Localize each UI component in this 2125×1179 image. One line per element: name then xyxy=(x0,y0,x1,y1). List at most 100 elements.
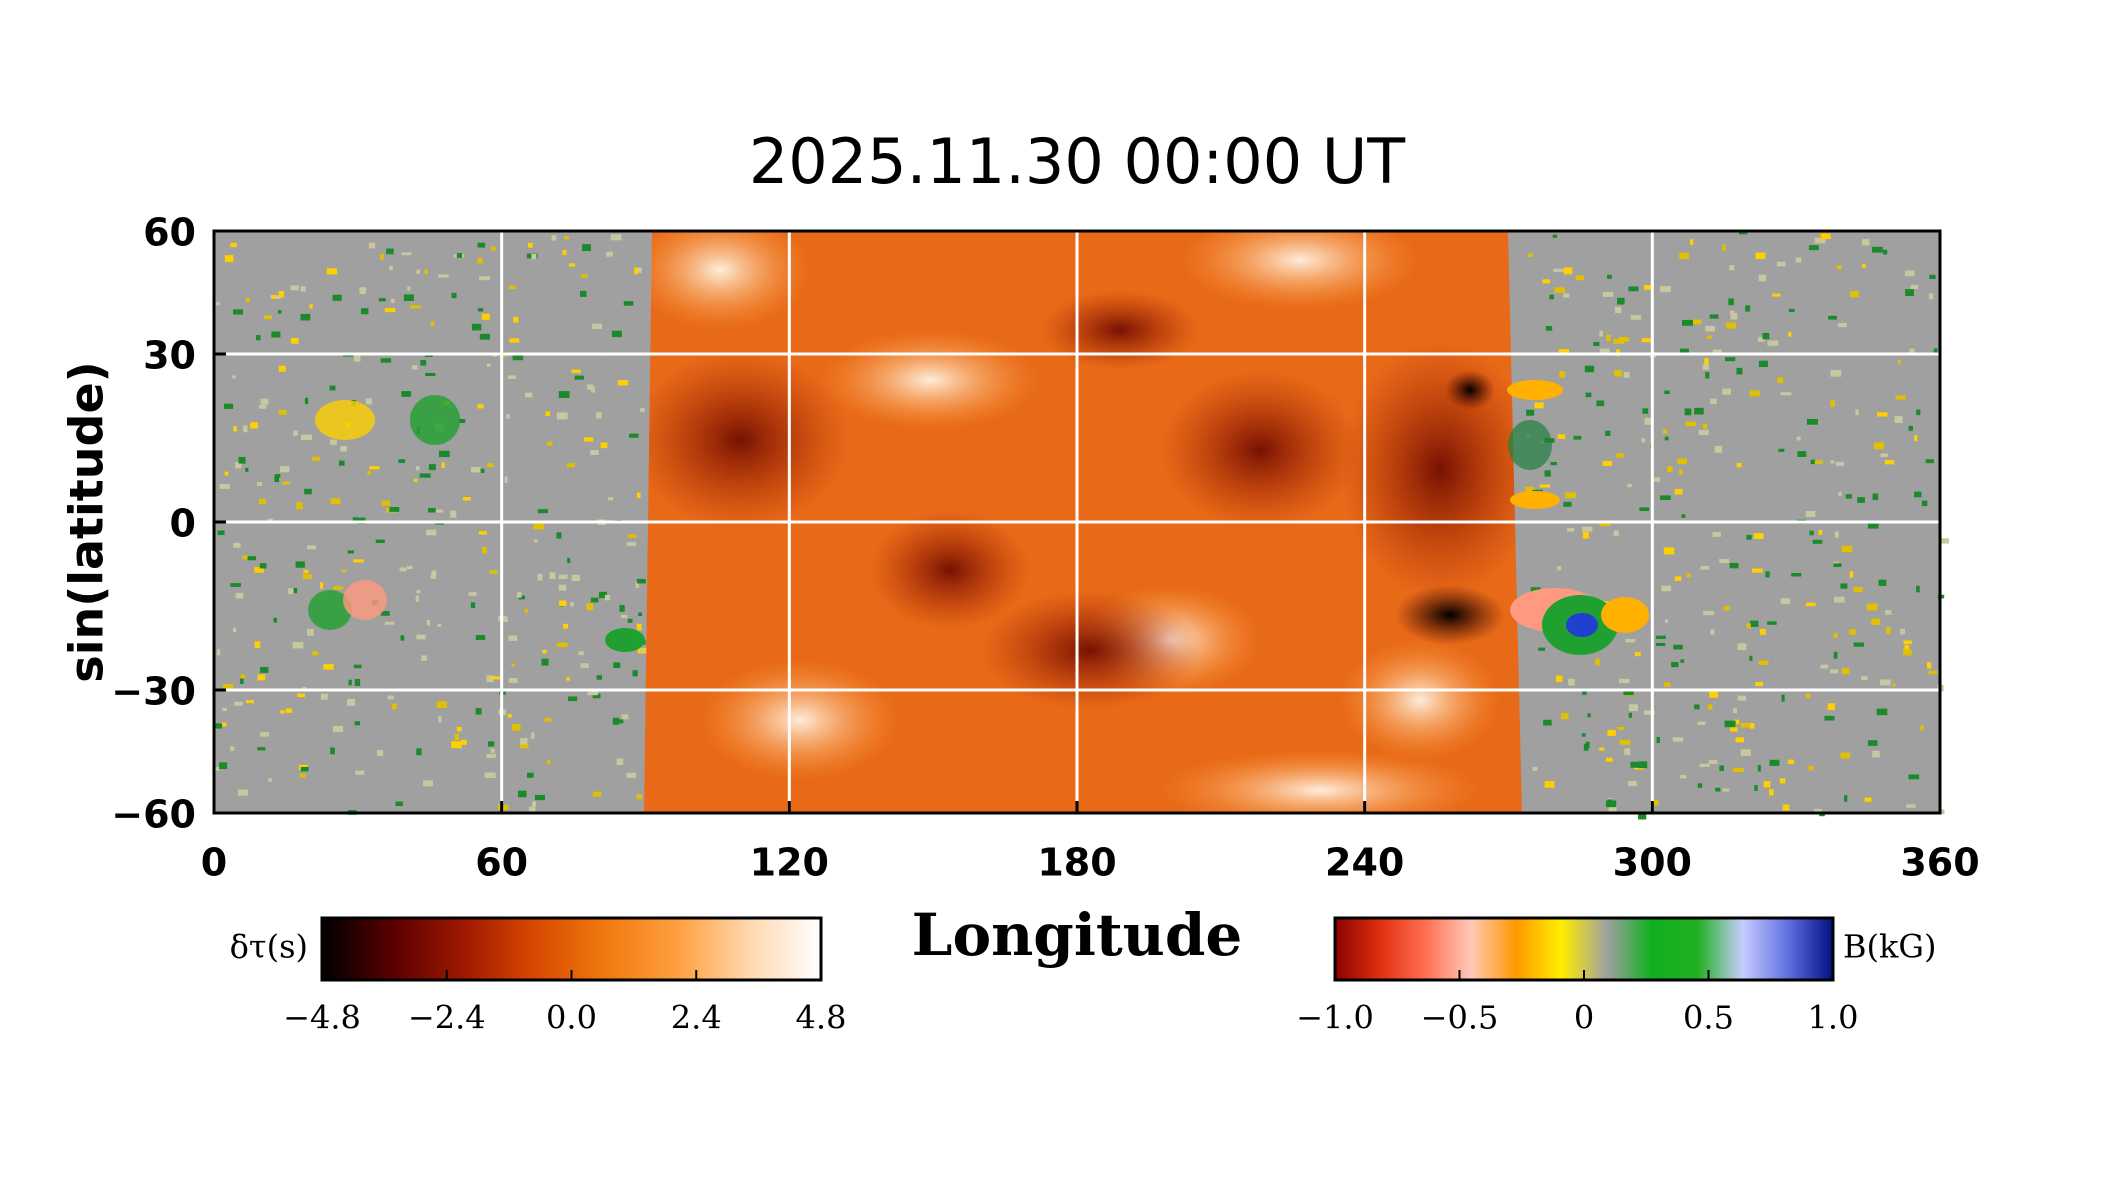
speckle xyxy=(1582,531,1589,539)
speckle xyxy=(471,323,482,331)
speckle xyxy=(1830,460,1835,464)
speckle xyxy=(468,592,477,596)
speckle xyxy=(1914,491,1922,498)
speckle xyxy=(256,335,261,341)
speckle xyxy=(1616,453,1624,458)
speckle xyxy=(293,430,298,436)
speckle xyxy=(1824,715,1835,721)
speckle xyxy=(1829,669,1839,674)
speckle xyxy=(309,304,313,309)
speckle xyxy=(1563,501,1572,507)
speckle xyxy=(1563,293,1570,298)
speckle xyxy=(477,404,484,409)
speckle xyxy=(1745,305,1751,312)
speckle xyxy=(568,696,578,702)
speckle xyxy=(273,617,277,623)
y-tick-label: −30 xyxy=(111,670,196,714)
speckle xyxy=(509,338,520,343)
speckle xyxy=(454,733,460,741)
speckle xyxy=(1623,689,1634,696)
colorbar-tick-label: 0.5 xyxy=(1683,999,1734,1037)
speckle xyxy=(1782,804,1790,811)
y-tick-label: −60 xyxy=(111,793,196,837)
speckle xyxy=(1740,749,1751,756)
speckle xyxy=(1690,319,1702,325)
speckle xyxy=(1755,682,1763,687)
speckle xyxy=(436,509,444,513)
colorbar xyxy=(1333,916,1835,982)
speckle xyxy=(1762,332,1770,340)
speckle xyxy=(1662,429,1668,434)
speckle xyxy=(263,315,272,320)
farside-texture xyxy=(644,231,1522,813)
speckle xyxy=(348,679,352,686)
y-tick-label: 0 xyxy=(170,502,196,546)
speckle xyxy=(401,391,412,397)
speckle xyxy=(556,642,568,648)
speckle xyxy=(1613,339,1625,344)
speckle xyxy=(620,614,628,619)
speckle xyxy=(1527,253,1533,257)
speckle xyxy=(1628,286,1639,292)
speckle xyxy=(504,476,508,483)
speckle xyxy=(377,749,384,757)
speckle xyxy=(1613,530,1619,537)
speckle xyxy=(1543,719,1552,726)
speckle xyxy=(486,753,496,759)
speckle xyxy=(1850,291,1859,298)
speckle xyxy=(428,464,436,471)
speckle xyxy=(1739,231,1748,235)
speckle xyxy=(437,623,442,628)
speckle xyxy=(1730,310,1735,315)
speckle xyxy=(378,298,386,302)
speckle xyxy=(1664,682,1671,687)
speckle xyxy=(306,545,317,550)
speckle xyxy=(1593,341,1600,347)
speckle xyxy=(367,470,372,476)
axes: 0 60 120 180 240 300 360 −60 −30 0 30 60 xyxy=(111,211,1979,885)
speckle xyxy=(409,305,421,309)
speckle xyxy=(1677,458,1688,465)
speckle xyxy=(380,358,392,363)
speckle xyxy=(424,269,429,275)
speckle xyxy=(346,698,356,706)
speckle xyxy=(1558,349,1570,354)
speckle xyxy=(1838,491,1842,497)
speckle xyxy=(533,522,544,530)
speckle xyxy=(245,298,250,303)
speckle xyxy=(527,772,534,778)
speckle xyxy=(566,463,576,468)
speckle xyxy=(416,269,421,274)
speckle xyxy=(1664,436,1669,441)
speckle xyxy=(1757,337,1765,342)
speckle xyxy=(259,732,270,737)
speckle xyxy=(407,286,411,291)
speckle xyxy=(413,478,418,482)
speckle xyxy=(1710,629,1715,635)
speckle xyxy=(1655,635,1666,639)
speckle xyxy=(1664,390,1670,395)
speckle xyxy=(416,634,426,640)
chart-title: 2025.11.30 00:00 UT xyxy=(749,125,1406,198)
speckle xyxy=(242,555,248,560)
speckle xyxy=(1737,643,1747,651)
speckle xyxy=(1933,348,1938,354)
speckle xyxy=(1679,348,1689,355)
speckle xyxy=(1749,620,1759,627)
speckle xyxy=(389,506,400,512)
speckle xyxy=(301,434,312,441)
speckle xyxy=(519,744,529,749)
speckle xyxy=(1673,644,1683,650)
speckle xyxy=(546,441,553,446)
speckle xyxy=(1697,721,1706,725)
speckle xyxy=(1837,322,1847,328)
speckle xyxy=(274,475,280,483)
speckle xyxy=(1897,360,1902,364)
speckle xyxy=(304,397,309,405)
speckle xyxy=(307,629,314,636)
speckle xyxy=(517,790,527,798)
speckle xyxy=(1619,739,1631,745)
speckle xyxy=(1833,651,1838,659)
speckle xyxy=(278,291,285,298)
speckle xyxy=(636,492,641,499)
